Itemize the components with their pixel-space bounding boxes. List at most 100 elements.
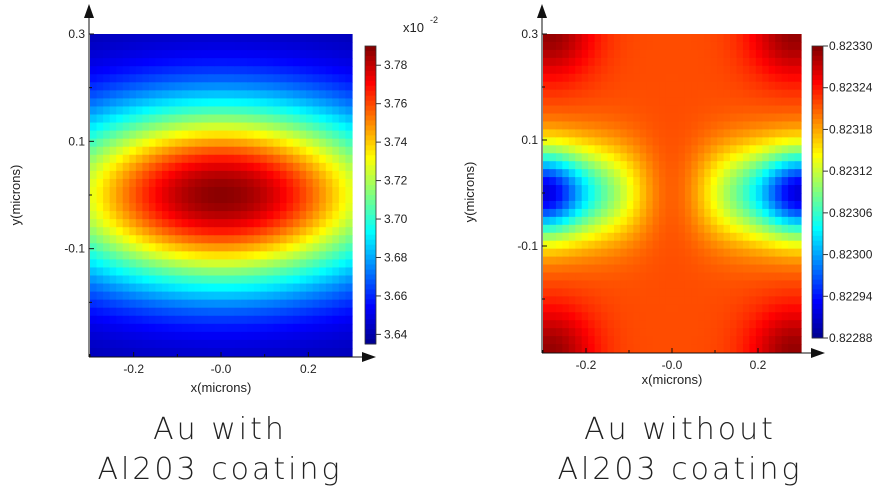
heatmap-cell — [646, 240, 654, 250]
heatmap-cell — [742, 256, 750, 266]
heatmap-cell — [332, 50, 340, 59]
heatmap-cell — [543, 344, 551, 353]
heatmap-cell — [613, 344, 621, 353]
colorbar-segment — [812, 138, 823, 144]
heatmap-cell — [312, 90, 320, 99]
heatmap-cell — [129, 114, 137, 124]
heatmap-cell — [684, 89, 692, 99]
heatmap-cell — [306, 235, 314, 244]
heatmap-cell — [103, 323, 111, 333]
heatmap-cell — [646, 73, 654, 83]
heatmap-cell — [684, 185, 692, 194]
heatmap-cell — [588, 105, 596, 115]
heatmap-cell — [247, 58, 255, 67]
heatmap-cell — [620, 105, 628, 115]
heatmap-cell — [247, 291, 255, 301]
heatmap-cell — [639, 288, 647, 297]
heatmap-cell — [325, 227, 333, 236]
heatmap-cell — [148, 58, 157, 67]
heatmap-cell — [103, 58, 111, 67]
heatmap-cell — [646, 272, 654, 282]
heatmap-cell — [665, 169, 673, 178]
heatmap-cell — [684, 193, 692, 202]
heatmap-cell — [109, 82, 117, 91]
heatmap-cell — [775, 264, 783, 274]
heatmap-cell — [175, 211, 183, 220]
heatmap-cell — [221, 283, 229, 293]
heatmap-cell — [717, 161, 725, 170]
heatmap-cell — [691, 216, 699, 226]
heatmap-cell — [762, 304, 770, 313]
heatmap-cell — [181, 66, 189, 75]
heatmap-cell — [175, 170, 183, 180]
heatmap-cell — [697, 185, 705, 194]
heatmap-cell — [620, 121, 628, 130]
heatmap-cell — [730, 145, 738, 154]
heatmap-cell — [678, 41, 686, 51]
heatmap-cell — [142, 114, 150, 124]
heatmap-cell — [562, 288, 570, 297]
heatmap-cell — [260, 74, 268, 83]
heatmap-cell — [207, 34, 216, 43]
colorbar-segment — [365, 234, 376, 241]
heatmap-cell — [286, 74, 294, 83]
heatmap-cell — [762, 121, 770, 130]
heatmap-cell — [116, 275, 124, 285]
heatmap-cell — [103, 283, 111, 293]
heatmap-cell — [103, 227, 111, 236]
colorbar-segment — [365, 209, 376, 216]
heatmap-cell — [319, 50, 327, 59]
heatmap-cell — [730, 57, 738, 67]
heatmap-cell — [626, 328, 634, 337]
heatmap-cell — [155, 66, 163, 75]
heatmap-cell — [588, 288, 596, 297]
heatmap-cell — [646, 232, 654, 242]
heatmap-cell — [240, 66, 248, 75]
y-tick-label: 0.1 — [68, 134, 85, 148]
heatmap-cell — [345, 82, 353, 91]
heatmap-cell — [175, 315, 183, 325]
heatmap-cell — [201, 275, 209, 285]
heatmap-cell — [266, 315, 274, 325]
heatmap-cell — [588, 57, 596, 67]
heatmap-cell — [279, 227, 288, 236]
heatmap-cell — [794, 129, 802, 138]
heatmap-cell — [234, 66, 242, 75]
heatmap-cell — [247, 323, 255, 333]
heatmap-cell — [781, 161, 789, 170]
heatmap-cell — [247, 267, 255, 277]
heatmap-cell — [672, 49, 680, 59]
heatmap-cell — [742, 200, 750, 210]
heatmap-cell — [543, 129, 551, 138]
heatmap-cell — [142, 50, 150, 59]
heatmap-cell — [96, 219, 104, 228]
heatmap-cell — [135, 162, 143, 172]
colorbar-segment — [365, 160, 376, 166]
heatmap-cell — [697, 97, 705, 107]
colorbar-segment — [812, 192, 823, 198]
heatmap-cell — [562, 320, 570, 329]
heatmap-cell — [691, 336, 699, 345]
heatmap-cell — [684, 97, 692, 107]
heatmap-cell — [697, 304, 705, 313]
heatmap-cell — [697, 105, 705, 115]
heatmap-cell — [194, 331, 202, 341]
heatmap-cell — [781, 248, 789, 258]
heatmap-cell — [768, 248, 776, 258]
heatmap-cell — [90, 259, 98, 269]
heatmap-cell — [279, 50, 288, 59]
heatmap-cell — [755, 161, 763, 170]
heatmap-cell — [247, 106, 255, 116]
heatmap-cell — [736, 200, 744, 210]
colorbar-segment — [812, 75, 823, 81]
colorbar-segment — [812, 94, 823, 101]
heatmap-cell — [155, 42, 163, 51]
heatmap-cell — [253, 162, 261, 172]
heatmap-cell — [775, 344, 783, 353]
heatmap-cell — [652, 49, 660, 59]
heatmap-cell — [96, 154, 104, 164]
heatmap-cell — [613, 320, 621, 329]
heatmap-cell — [575, 256, 583, 266]
colorbar-segment — [365, 75, 376, 82]
colorbar-segment — [365, 170, 376, 176]
